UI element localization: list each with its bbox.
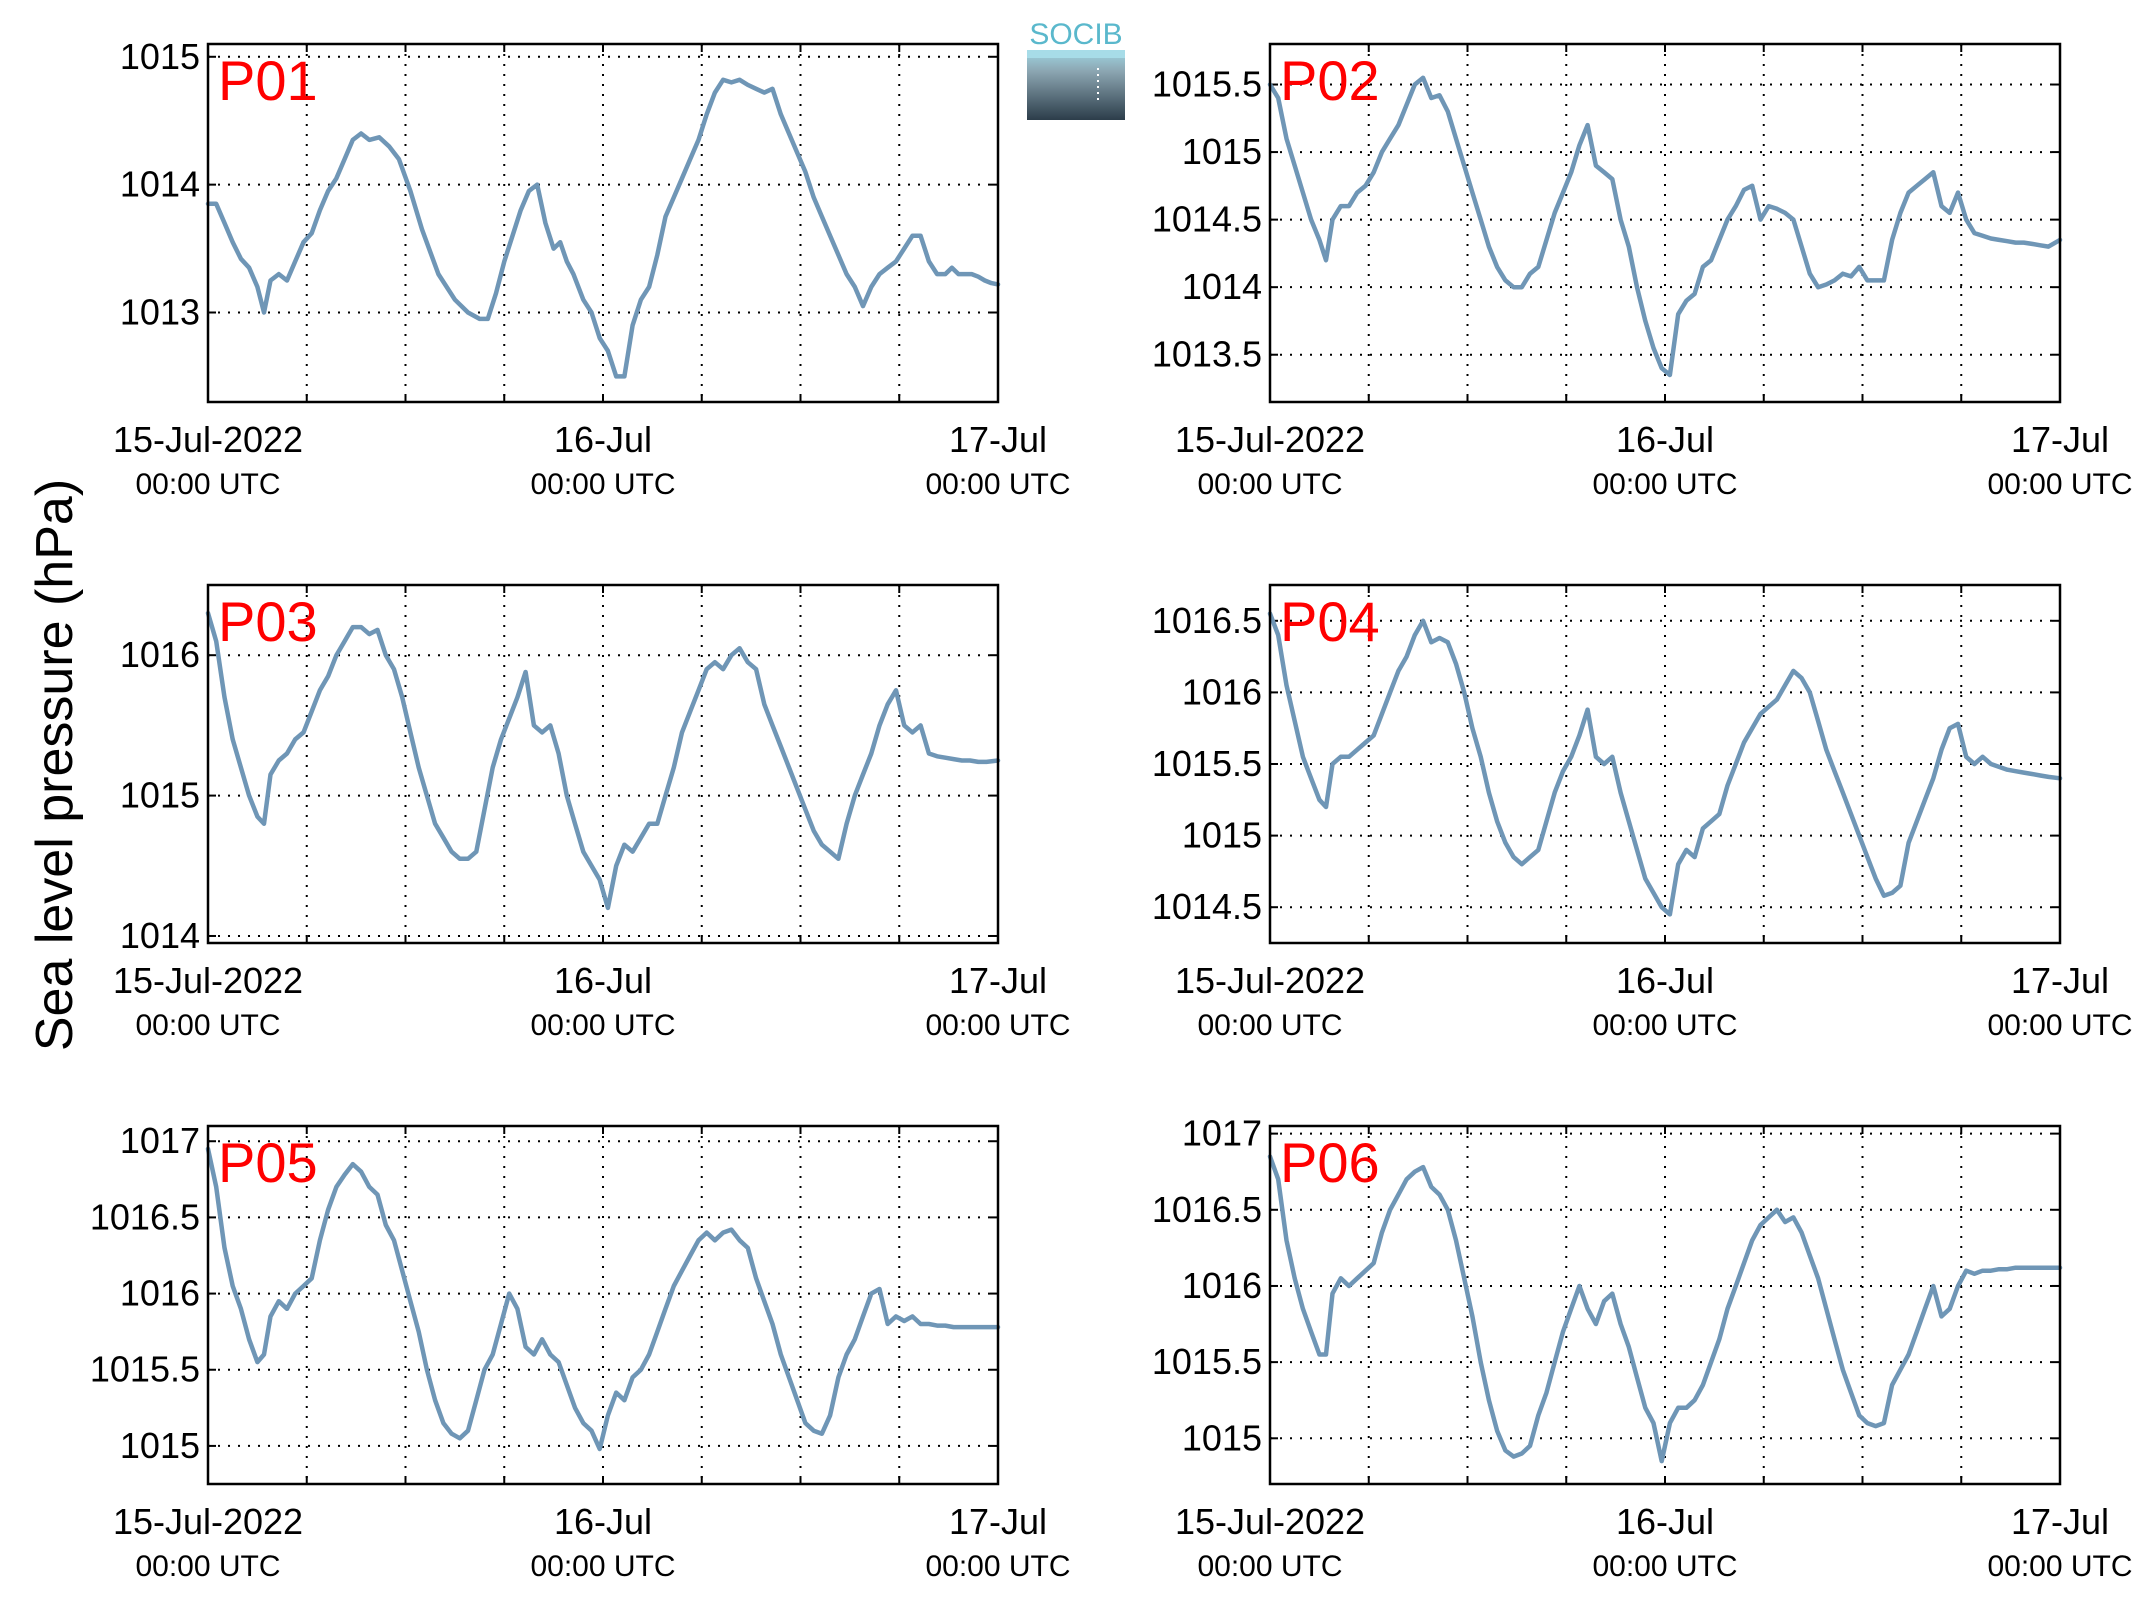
x-tick-sublabel: 00:00 UTC [135,1550,280,1583]
x-tick-label: 15-Jul-2022 [113,1501,303,1542]
x-tick-sublabel: 00:00 UTC [1197,1009,1342,1042]
y-axis-label: Sea level pressure (hPa) [26,479,84,1051]
x-tick-sublabel: 00:00 UTC [135,468,280,501]
socib-logo: SOCIB [1027,18,1125,120]
y-tick-label: 1014 [1182,266,1262,307]
y-tick-label: 1014 [120,915,200,956]
x-tick-sublabel: 00:00 UTC [1197,468,1342,501]
y-tick-label: 1015 [1182,131,1262,172]
x-tick-sublabel: 00:00 UTC [135,1009,280,1042]
y-tick-label: 1016 [120,1273,200,1314]
y-tick-label: 1015 [120,775,200,816]
panel-p03: 1014 1015 1016 15-Jul-2022 00:00 UTC 16-Jul 00… [113,583,1071,1042]
axes-frame [206,583,1000,945]
series-line [1267,1154,2063,1464]
axes-frame [206,42,1000,404]
axes-frame [206,1124,1000,1486]
axes-frame [1268,42,2062,404]
x-tick-sublabel: 00:00 UTC [1197,1550,1342,1583]
axes-frame [1268,1124,2062,1486]
axes-frame [1268,583,2062,945]
y-tick-label: 1014.5 [1152,886,1262,927]
y-tick-label: 1016 [1182,1265,1262,1306]
x-tick-label: 17-Jul [2011,419,2109,460]
station-label: P01 [218,49,318,112]
y-tick-label: 1013.5 [1152,334,1262,375]
y-tick-label: 1015 [1182,1417,1262,1458]
x-tick-label: 17-Jul [949,960,1047,1001]
x-tick-sublabel: 00:00 UTC [1987,1550,2132,1583]
y-tick-label: 1017 [120,1120,200,1161]
y-tick-label: 1015.5 [1152,64,1262,105]
x-tick-sublabel: 00:00 UTC [530,468,675,501]
y-tick-label: 1017 [1182,1113,1262,1154]
x-tick-sublabel: 00:00 UTC [925,1009,1070,1042]
y-tick-label: 1014.5 [1152,199,1262,240]
x-tick-label: 17-Jul [949,1501,1047,1542]
panel-p01: 1013 1014 1015 15-Jul-2022 00:00 UTC 16-Jul 00… [113,36,1071,501]
x-tick-label: 15-Jul-2022 [113,419,303,460]
x-tick-sublabel: 00:00 UTC [925,1550,1070,1583]
y-tick-label: 1016 [1182,671,1262,712]
station-label: P05 [218,1131,318,1194]
station-label: P03 [218,590,318,653]
y-tick-label: 1016.5 [90,1196,200,1237]
x-tick-sublabel: 00:00 UTC [1987,1009,2132,1042]
x-tick-sublabel: 00:00 UTC [1592,1550,1737,1583]
y-tick-label: 1015 [120,36,200,77]
station-label: P02 [1280,49,1380,112]
x-tick-sublabel: 00:00 UTC [1592,1009,1737,1042]
y-tick-label: 1013 [120,292,200,333]
y-tick-label: 1015 [120,1425,200,1466]
logo-gradient-block [1027,50,1125,120]
y-tick-label: 1016.5 [1152,1189,1262,1230]
x-tick-sublabel: 00:00 UTC [530,1550,675,1583]
x-tick-label: 17-Jul [949,419,1047,460]
x-tick-label: 17-Jul [2011,960,2109,1001]
x-tick-label: 17-Jul [2011,1501,2109,1542]
y-tick-label: 1015.5 [90,1349,200,1390]
logo-text: SOCIB [1029,18,1122,51]
series-line [1267,75,2063,378]
y-tick-label: 1016.5 [1152,600,1262,641]
x-tick-sublabel: 00:00 UTC [1987,468,2132,501]
x-tick-label: 16-Jul [1616,960,1714,1001]
panel-p05: 1015 1015.5 1016 1016.5 1017 15-Jul-2022 00:00… [90,1120,1071,1583]
x-tick-label: 16-Jul [1616,419,1714,460]
x-tick-label: 16-Jul [554,1501,652,1542]
series-line [205,1146,1001,1452]
series-line [205,610,1001,911]
series-line [205,77,1001,379]
panel-p02: 1013.5 1014 1014.5 1015 1015.5 15-Jul-2022 00:… [1152,42,2133,501]
panels: 1013 1014 1015 15-Jul-2022 00:00 UTC 16-Jul 00… [90,36,2133,1583]
x-tick-label: 16-Jul [554,960,652,1001]
panel-p04: 1014.5 1015 1015.5 1016 1016.5 15-Jul-2022 00:… [1152,583,2133,1042]
x-tick-label: 16-Jul [554,419,652,460]
y-tick-label: 1015.5 [1152,1341,1262,1382]
y-tick-label: 1015 [1182,815,1262,856]
y-tick-label: 1015.5 [1152,743,1262,784]
x-tick-sublabel: 00:00 UTC [925,468,1070,501]
x-tick-label: 15-Jul-2022 [1175,419,1365,460]
station-label: P06 [1280,1131,1380,1194]
x-tick-label: 16-Jul [1616,1501,1714,1542]
x-tick-sublabel: 00:00 UTC [530,1009,675,1042]
panel-p06: 1015 1015.5 1016 1016.5 1017 15-Jul-2022 00:00… [1152,1113,2133,1583]
x-tick-label: 15-Jul-2022 [113,960,303,1001]
x-tick-label: 15-Jul-2022 [1175,960,1365,1001]
x-tick-label: 15-Jul-2022 [1175,1501,1365,1542]
station-label: P04 [1280,590,1380,653]
series-line [1267,611,2063,917]
y-tick-label: 1014 [120,164,200,205]
y-tick-label: 1016 [120,634,200,675]
x-tick-sublabel: 00:00 UTC [1592,468,1737,501]
